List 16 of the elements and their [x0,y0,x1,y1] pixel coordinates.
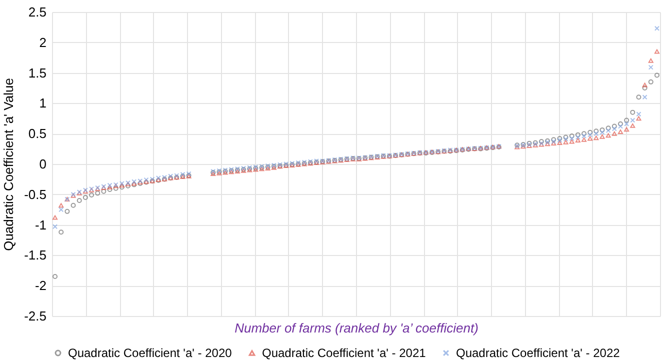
y-tick-label: -0.5 [24,186,46,202]
y-tick-label: -1.5 [24,248,46,263]
x-axis-title: Number of farms (ranked by 'a’ coefficient) [234,320,478,336]
y-tick-label: 0 [39,156,46,172]
y-tick-label: 2.5 [28,4,46,20]
legend-label: Quadratic Coefficient 'a' - 2020 [68,346,232,360]
y-axis-title: Quadratic Coefficient 'a' Value [1,78,16,251]
y-tick-label: 1 [39,96,46,111]
y-tick-label: 0.5 [28,126,46,142]
y-tick-label: -2.5 [24,308,46,324]
y-tick-label: -2 [34,278,46,294]
y-tick-label: 2 [39,34,46,50]
legend-label: Quadratic Coefficient 'a' - 2021 [262,346,426,360]
y-tick-label: 1.5 [28,65,46,80]
legend-label: Quadratic Coefficient 'a' - 2022 [456,346,620,360]
y-tick-label: -1 [34,217,46,232]
